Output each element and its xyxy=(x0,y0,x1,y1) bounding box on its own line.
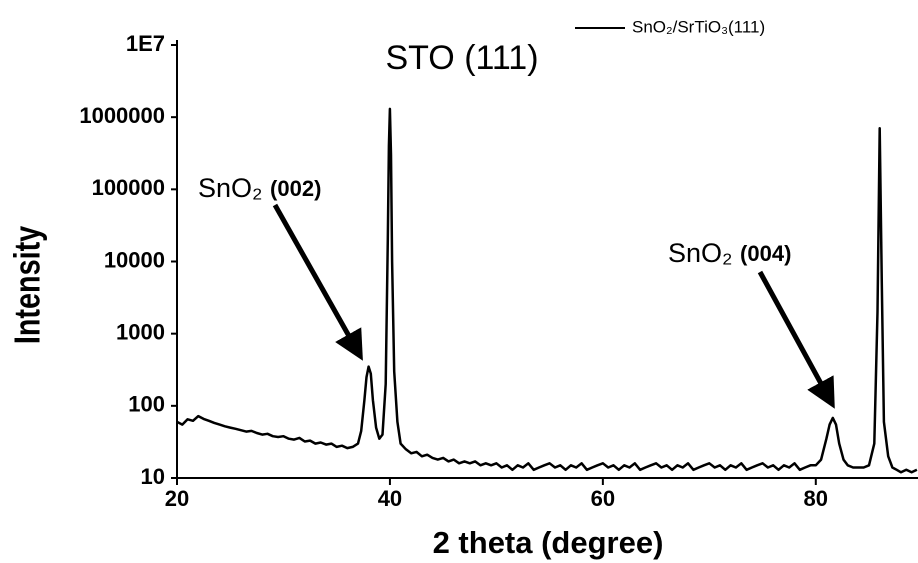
x-tick-label: 40 xyxy=(378,486,402,511)
annotation-arrow xyxy=(272,203,363,361)
y-tick-label: 10 xyxy=(141,464,165,489)
annotation: SnO₂ (002) xyxy=(198,173,321,203)
x-tick-label: 60 xyxy=(591,486,615,511)
y-tick-label: 1000 xyxy=(116,319,165,344)
annotation-hkl: (002) xyxy=(270,176,321,201)
y-tick-label: 1E7 xyxy=(126,31,165,56)
y-tick-label: 100000 xyxy=(92,175,165,200)
annotation-formula: SnO₂ xyxy=(668,238,733,268)
data-line xyxy=(176,107,918,474)
y-axis-label: Intensity xyxy=(6,226,47,344)
annotation: SnO₂ (004) xyxy=(668,238,791,268)
y-tick-label: 100 xyxy=(128,392,165,417)
annotation-hkl: (004) xyxy=(740,241,791,266)
legend-label: SnO₂/SrTiO₃(111) xyxy=(632,17,765,36)
y-tick-label: 10000 xyxy=(104,247,165,272)
y-tick-label: 1000000 xyxy=(79,103,165,128)
chart-title: STO (111) xyxy=(385,39,538,77)
annotation-arrow xyxy=(757,270,835,409)
x-tick-label: 80 xyxy=(804,486,828,511)
x-axis-label: 2 theta (degree) xyxy=(433,525,664,560)
annotation-formula: SnO₂ xyxy=(198,173,263,203)
x-tick-label: 20 xyxy=(165,486,189,511)
